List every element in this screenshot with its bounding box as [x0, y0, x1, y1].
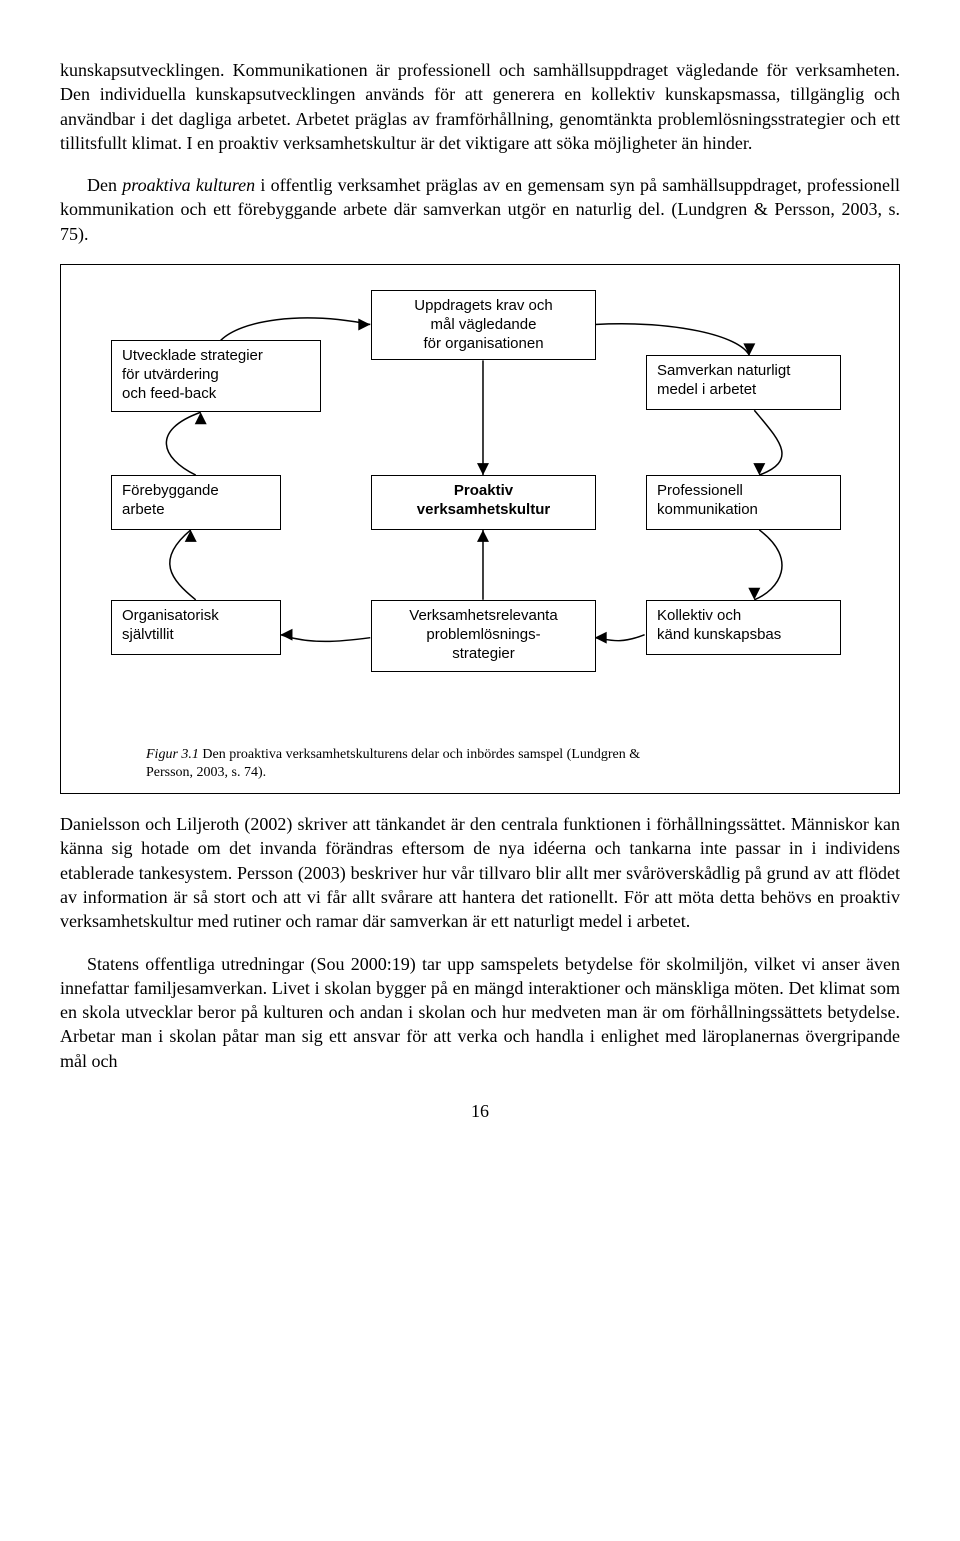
paragraph-1: kunskapsutvecklingen. Kommunikationen är… [60, 58, 900, 155]
diagram-node-botright: Kollektiv ochkänd kunskapsbas [646, 600, 841, 655]
figure-label: Figur 3.1 [146, 747, 199, 762]
diagram: Uppdragets krav ochmål vägledandeför org… [81, 290, 879, 730]
figure-caption-text: Den proaktiva verksamhetskulturens delar… [146, 747, 640, 780]
diagram-node-botleft: Organisatorisksjälvtillit [111, 600, 281, 655]
diagram-node-top: Uppdragets krav ochmål vägledandeför org… [371, 290, 596, 360]
figure-caption: Figur 3.1 Den proaktiva verksamhetskultu… [146, 746, 666, 781]
diagram-node-topleft: Utvecklade strategierför utvärderingoch … [111, 340, 321, 412]
paragraph-3: Danielsson och Liljeroth (2002) skriver … [60, 812, 900, 933]
paragraph-2: Den proaktiva kulturen i offentlig verks… [60, 173, 900, 246]
diagram-node-center: Proaktivverksamhetskultur [371, 475, 596, 530]
paragraph-4: Statens offentliga utredningar (Sou 2000… [60, 952, 900, 1073]
figure-container: Uppdragets krav ochmål vägledandeför org… [60, 264, 900, 794]
page-number: 16 [60, 1099, 900, 1123]
para2-prefix: Den [87, 175, 122, 195]
para2-italic: proaktiva kulturen [122, 175, 255, 195]
diagram-node-topright: Samverkan naturligtmedel i arbetet [646, 355, 841, 410]
diagram-node-right: Professionellkommunikation [646, 475, 841, 530]
diagram-node-left: Förebyggandearbete [111, 475, 281, 530]
diagram-node-bottom: Verksamhetsrelevantaproblemlösnings-stra… [371, 600, 596, 672]
